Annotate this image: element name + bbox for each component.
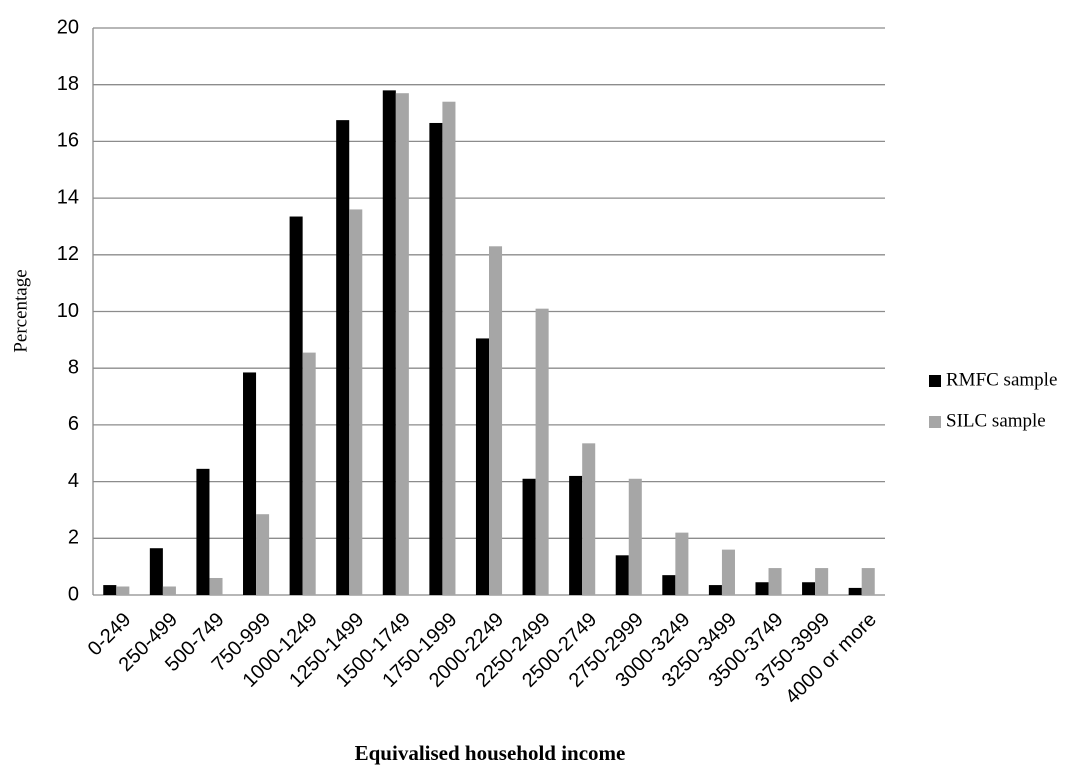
y-tick-label: 12 xyxy=(57,243,79,265)
bar xyxy=(721,549,735,595)
bar xyxy=(848,587,862,595)
legend-label: SILC sample xyxy=(946,410,1046,431)
bar xyxy=(149,548,163,595)
bar xyxy=(489,246,503,596)
bar xyxy=(349,209,363,595)
bar xyxy=(675,532,689,595)
bar xyxy=(475,338,489,595)
bar xyxy=(755,582,769,595)
bar xyxy=(382,90,396,596)
y-tick-label: 6 xyxy=(68,413,79,435)
legend-label: RMFC sample xyxy=(946,369,1057,390)
bar xyxy=(628,478,642,595)
bar xyxy=(256,514,270,595)
bar xyxy=(289,216,303,595)
bar xyxy=(162,586,176,595)
bar xyxy=(802,582,816,595)
bar xyxy=(615,555,629,595)
legend-swatch xyxy=(929,416,941,428)
x-axis-label: Equivalised household income xyxy=(355,741,626,765)
bar xyxy=(815,568,829,595)
bar xyxy=(522,478,536,595)
y-tick-label: 14 xyxy=(57,186,79,208)
bar xyxy=(196,468,210,595)
bar xyxy=(395,93,409,595)
bar xyxy=(209,577,223,595)
bar xyxy=(103,585,117,595)
bar xyxy=(768,568,782,595)
y-tick-label: 10 xyxy=(57,300,79,322)
y-tick-label: 16 xyxy=(57,130,79,152)
bar xyxy=(302,352,316,595)
bar xyxy=(535,308,549,595)
bar xyxy=(442,101,456,596)
bar xyxy=(429,122,443,595)
y-tick-label: 0 xyxy=(68,583,79,605)
y-tick-label: 8 xyxy=(68,356,79,378)
bar xyxy=(116,586,130,595)
bar xyxy=(662,575,676,595)
bar xyxy=(582,443,596,595)
legend-swatch xyxy=(929,375,941,387)
bar xyxy=(243,372,257,595)
bar xyxy=(569,475,583,595)
bar xyxy=(336,120,350,595)
y-tick-label: 18 xyxy=(57,73,79,95)
y-tick-label: 20 xyxy=(57,16,79,38)
bar xyxy=(861,568,875,595)
y-tick-label: 4 xyxy=(68,470,79,492)
y-axis-label: Percentage xyxy=(10,269,31,352)
bar xyxy=(708,585,722,595)
y-tick-label: 2 xyxy=(68,527,79,549)
